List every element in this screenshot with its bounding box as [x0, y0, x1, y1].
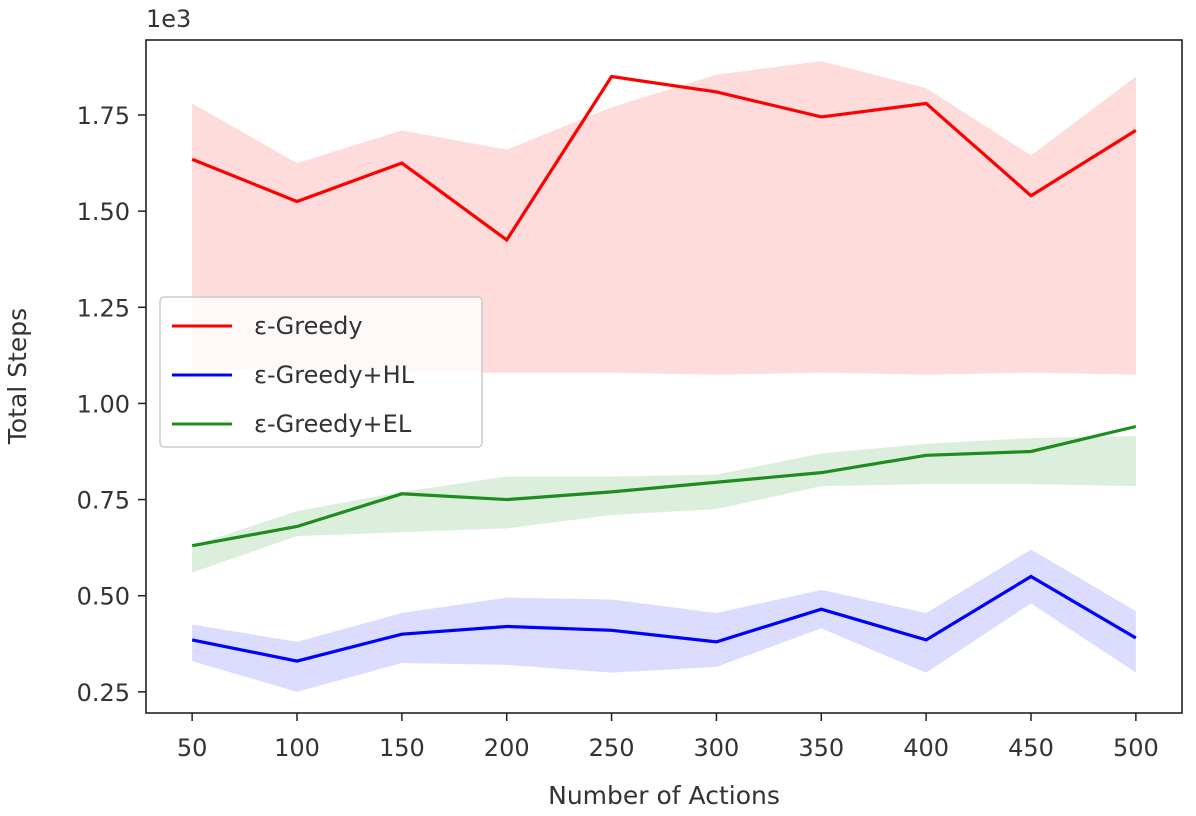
legend-label-e-greedy-hl: ε-Greedy+HL: [254, 361, 415, 389]
y-tick-label: 1.25: [77, 294, 130, 322]
x-tick-label: 450: [1008, 734, 1054, 762]
y-tick-label: 1.00: [77, 390, 130, 418]
x-tick-label: 50: [177, 734, 208, 762]
line-e-greedy-el: [191, 424, 1137, 548]
x-tick-label: 300: [694, 734, 740, 762]
y-axis-label: Total Steps: [3, 308, 32, 445]
legend: ε-Greedy ε-Greedy+HL ε-Greedy+EL: [159, 296, 483, 448]
x-tick-label: 500: [1113, 734, 1159, 762]
y-scale-label: 1e3: [146, 5, 191, 33]
legend-label-e-greedy: ε-Greedy: [254, 312, 363, 340]
x-tick-label: 250: [589, 734, 635, 762]
band-e-greedy-hl: [192, 549, 1136, 692]
confidence-bands: [192, 61, 1136, 692]
x-tick-label: 150: [379, 734, 425, 762]
line-e-greedy-hl: [191, 574, 1137, 663]
y-tick-label: 0.25: [77, 679, 130, 707]
y-tick-label: 0.50: [77, 583, 130, 611]
band-e-greedy: [192, 61, 1136, 375]
y-axis: 0.25 0.50 0.75 1.00 1.25 1.50 1.75: [77, 102, 146, 707]
x-axis-label: Number of Actions: [548, 781, 780, 810]
legend-label-e-greedy-el: ε-Greedy+EL: [254, 410, 412, 438]
line-e-greedy: [191, 74, 1137, 243]
x-tick-label: 100: [274, 734, 320, 762]
y-tick-label: 0.75: [77, 487, 130, 515]
y-tick-label: 1.75: [77, 102, 130, 130]
legend-box: [159, 296, 483, 448]
x-tick-label: 400: [903, 734, 949, 762]
plot-frame: [145, 39, 1183, 714]
band-e-greedy-el: [192, 436, 1136, 573]
x-tick-label: 350: [798, 734, 844, 762]
y-tick-label: 1.50: [77, 198, 130, 226]
x-axis: 50 100 150 200 250 300 350 400 450 500: [177, 713, 1159, 762]
x-tick-label: 200: [484, 734, 530, 762]
series-lines: [191, 74, 1137, 663]
